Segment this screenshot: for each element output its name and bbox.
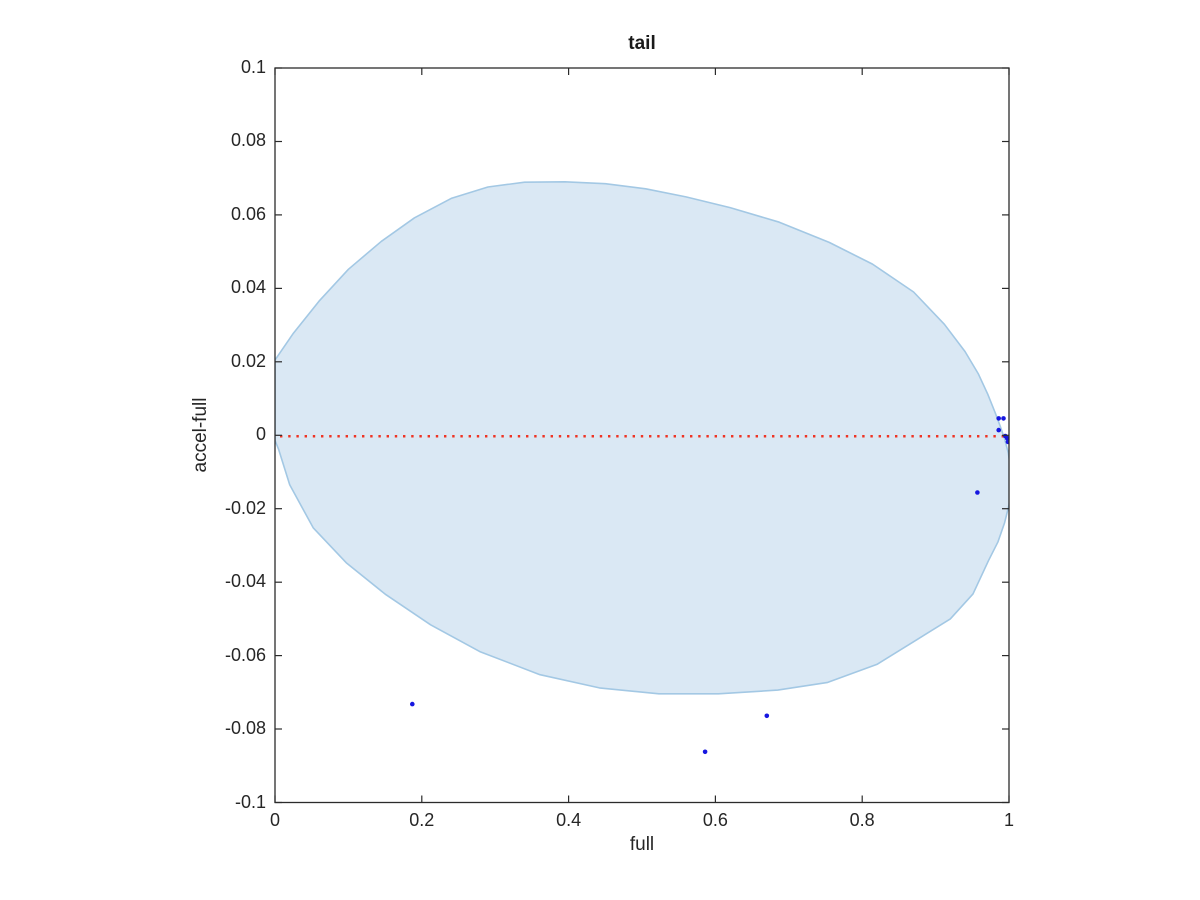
y-tick-label: 0.02 [230, 350, 266, 371]
x-tick-label: 0.6 [702, 810, 728, 830]
shaded-ellipse-region [275, 181, 1009, 695]
data-point [410, 701, 415, 707]
x-tick-label: 0 [269, 810, 280, 830]
y-tick-label: 0.04 [230, 277, 266, 298]
data-point [1001, 416, 1006, 421]
data-point [975, 490, 980, 495]
chart-title: tail [628, 33, 656, 54]
y-tick-label: -0.04 [224, 571, 266, 592]
y-tick-label: 0 [255, 424, 266, 445]
data-point [702, 749, 708, 755]
x-axis-label: full [629, 834, 655, 855]
y-tick-label: 0.06 [230, 203, 266, 224]
data-point [996, 416, 1001, 421]
y-tick-label: -0.06 [224, 644, 266, 665]
data-point [996, 427, 1001, 433]
data-point [764, 713, 770, 719]
y-tick-label: 0.1 [240, 57, 266, 77]
y-tick-label: -0.08 [224, 718, 266, 739]
x-tick-label: 0.4 [556, 810, 582, 830]
data-point [1005, 439, 1009, 445]
x-tick-label: 0.2 [409, 810, 435, 830]
y-tick-label: -0.02 [224, 497, 266, 518]
x-tick-label: 0.8 [849, 810, 875, 830]
y-tick-label: 0.08 [230, 130, 266, 151]
y-tick-label: -0.1 [234, 791, 266, 812]
data-point [1004, 435, 1009, 441]
x-tick-label: 1 [1003, 810, 1014, 830]
